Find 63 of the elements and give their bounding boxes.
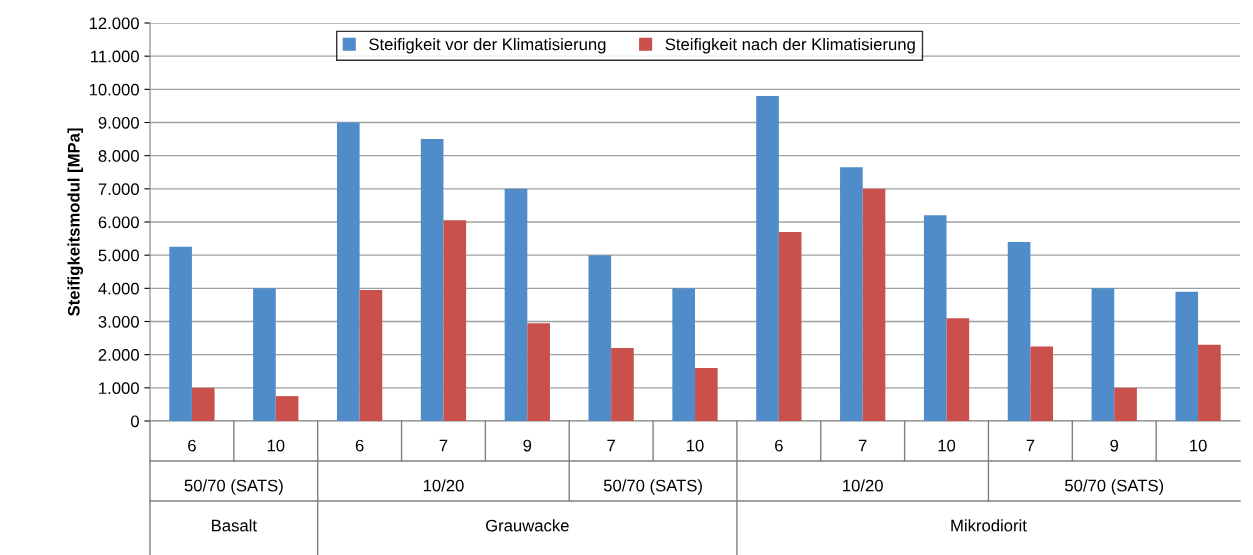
x-tick-label: 6 — [775, 439, 783, 452]
x-tick-label: 7 — [1026, 439, 1035, 452]
x-tick-label: 10 — [687, 439, 704, 452]
bar — [504, 188, 528, 421]
x-tick-label: 10 — [267, 439, 285, 452]
y-tick-label: 4.000 — [98, 282, 139, 295]
legend-label: Steifigkeit nach der Klimatisierung — [665, 38, 915, 54]
x-tick-label: 10 — [938, 439, 956, 452]
y-tick-label: 3.000 — [98, 315, 139, 328]
y-tick-label: 2.000 — [98, 349, 139, 361]
bar — [1091, 288, 1115, 421]
bar — [359, 289, 383, 421]
y-tick-label: 1.000 — [99, 382, 139, 395]
y-tick-label: 11.000 — [91, 50, 139, 63]
x-tick-label: 7 — [439, 439, 448, 452]
x-tick-label: 6 — [188, 439, 196, 452]
y-tick-label: 0 — [130, 415, 139, 428]
bar — [611, 348, 634, 421]
bar — [253, 288, 276, 421]
bar — [1198, 344, 1221, 421]
bar — [191, 387, 215, 421]
bar — [923, 215, 947, 421]
text: 10/20 — [843, 479, 883, 492]
bar — [946, 318, 970, 421]
bar — [840, 167, 863, 421]
text: 50/70 (SATS) — [603, 479, 702, 495]
bar — [672, 288, 695, 421]
bar — [1175, 291, 1199, 421]
bar — [1114, 387, 1137, 421]
bar — [862, 188, 886, 421]
text: 50/70 (SATS) — [1065, 479, 1164, 495]
x-tick-label: 6 — [355, 439, 364, 452]
bar — [275, 396, 299, 421]
y-tick-label: 12.000 — [89, 17, 139, 30]
x-tick-label: 7 — [858, 439, 867, 452]
text: Grauwacke — [486, 519, 569, 532]
x-tick-label: 9 — [1110, 439, 1119, 452]
y-axis-title: Steifigkeitsmodul [MPa] — [67, 128, 84, 316]
text: Basalt — [212, 519, 257, 532]
bar — [695, 367, 718, 421]
bar — [1007, 241, 1031, 421]
bar — [527, 323, 550, 421]
text: Mikrodiorit — [951, 519, 1027, 532]
x-tick-label: 9 — [523, 439, 532, 452]
bar — [756, 95, 779, 421]
y-tick-label: 9.000 — [98, 116, 139, 129]
bar — [778, 231, 802, 421]
text: 50/70 (SATS) — [184, 479, 283, 495]
legend-label: Steifigkeit vor der Klimatisierung — [369, 38, 606, 54]
bar — [336, 122, 360, 421]
bar — [1030, 346, 1054, 421]
y-tick-label: 7.000 — [98, 183, 139, 196]
bar — [443, 220, 467, 421]
x-tick-label: 10 — [1190, 439, 1207, 452]
bar — [169, 246, 192, 421]
y-tick-label: 5.000 — [98, 249, 139, 262]
y-tick-label: 8.000 — [98, 150, 139, 162]
bar — [588, 255, 612, 421]
text: 10/20 — [423, 479, 464, 492]
x-tick-label: 7 — [607, 439, 615, 452]
bar — [420, 139, 444, 421]
y-tick-label: 10.000 — [89, 83, 139, 96]
y-tick-label: 6.000 — [98, 216, 139, 229]
